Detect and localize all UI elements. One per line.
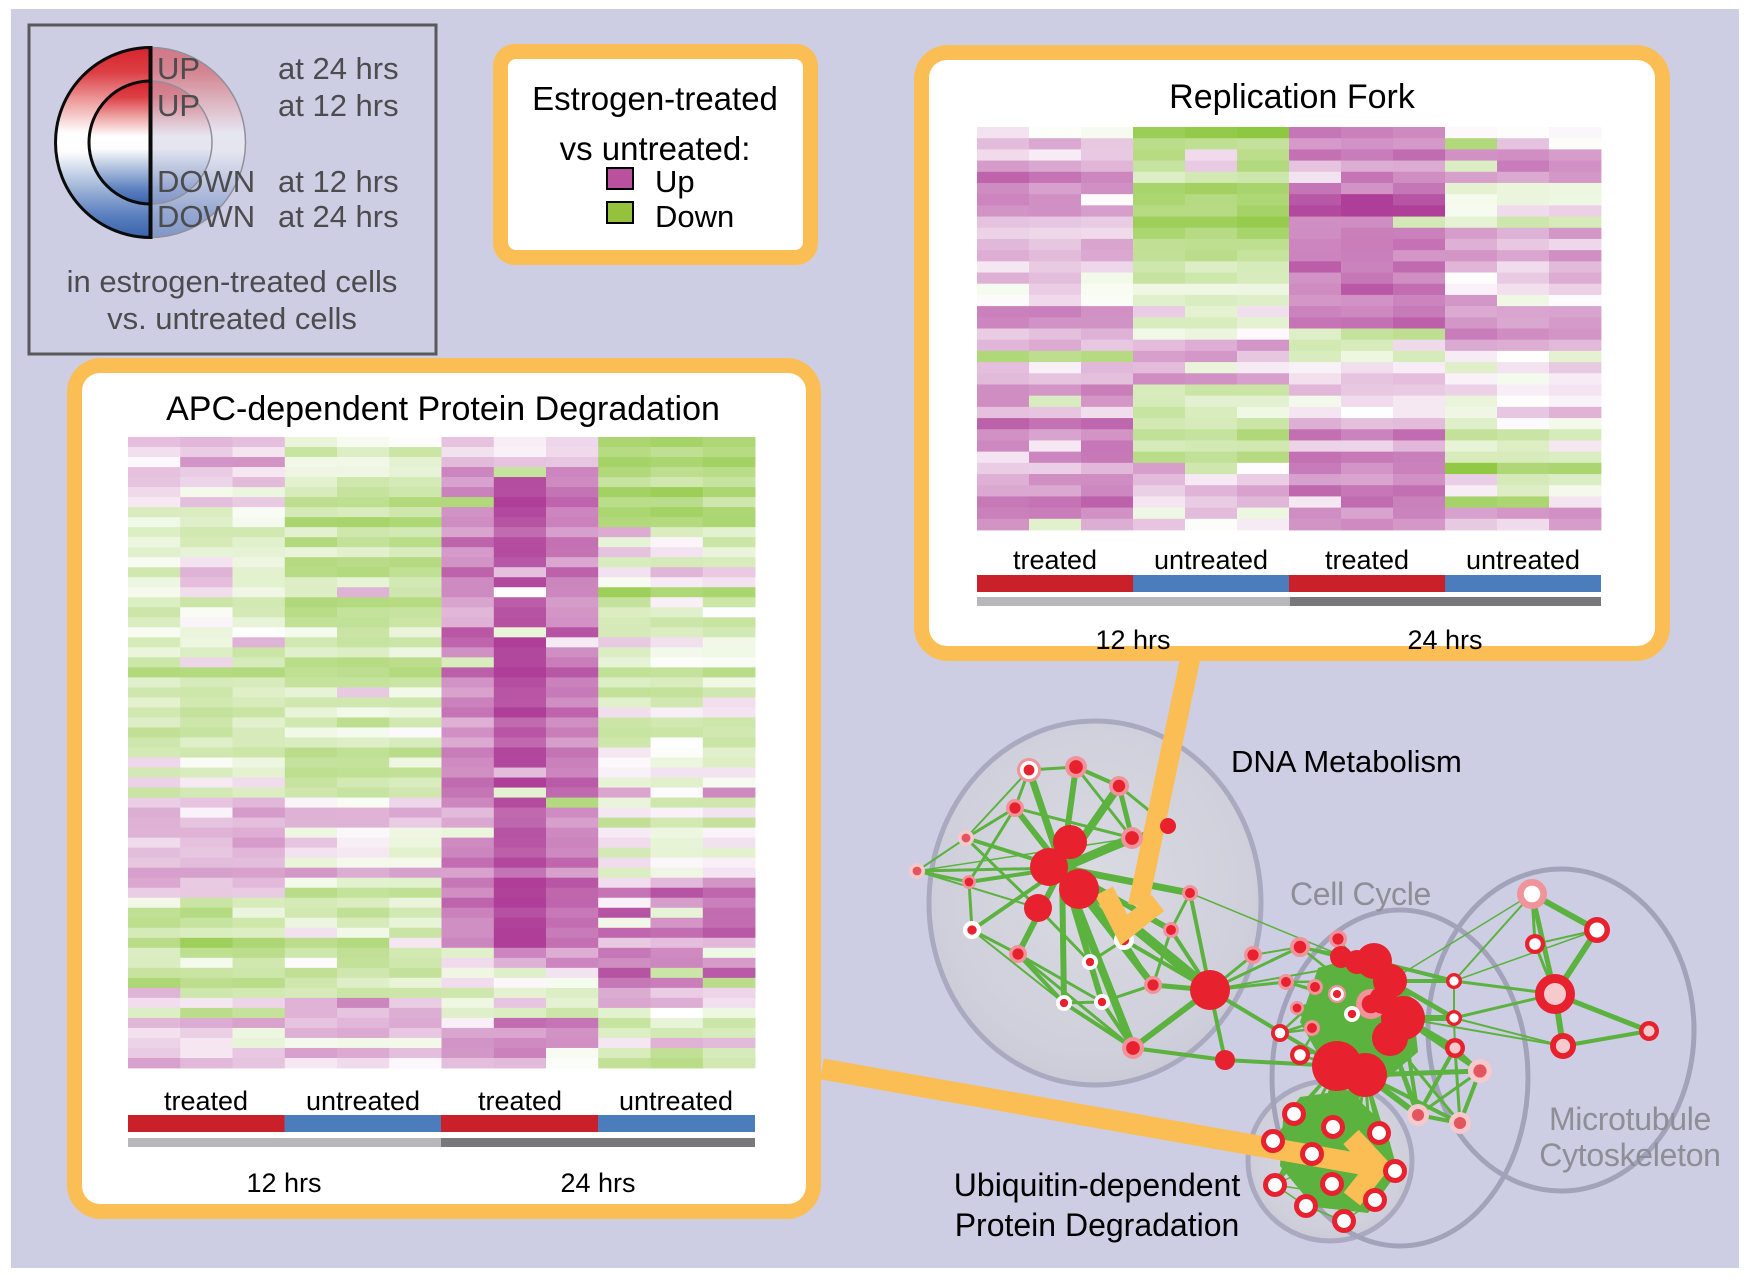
svg-text:treated: treated	[164, 1086, 248, 1116]
svg-text:untreated: untreated	[1466, 545, 1580, 575]
svg-text:Cytoskeleton: Cytoskeleton	[1539, 1137, 1720, 1173]
svg-text:vs untreated:: vs untreated:	[560, 130, 751, 167]
svg-text:treated: treated	[1013, 545, 1097, 575]
svg-text:Microtubule: Microtubule	[1549, 1101, 1711, 1137]
svg-text:Up: Up	[655, 164, 695, 199]
svg-text:Protein Degradation: Protein Degradation	[955, 1207, 1240, 1243]
svg-text:DNA Metabolism: DNA Metabolism	[1231, 744, 1462, 779]
svg-text:Replication Fork: Replication Fork	[1169, 78, 1416, 116]
svg-text:at 24 hrs: at 24 hrs	[278, 199, 399, 234]
svg-text:DOWN: DOWN	[157, 164, 255, 199]
svg-text:at 24 hrs: at 24 hrs	[278, 51, 399, 86]
svg-text:Cell Cycle: Cell Cycle	[1290, 876, 1431, 912]
svg-text:DOWN: DOWN	[157, 199, 255, 234]
svg-text:UP: UP	[157, 51, 200, 86]
svg-text:24 hrs: 24 hrs	[1407, 625, 1482, 655]
svg-text:vs. untreated cells: vs. untreated cells	[107, 301, 357, 336]
svg-text:untreated: untreated	[619, 1086, 733, 1116]
svg-text:untreated: untreated	[306, 1086, 420, 1116]
svg-text:24 hrs: 24 hrs	[560, 1168, 635, 1198]
svg-text:12 hrs: 12 hrs	[246, 1168, 321, 1198]
svg-text:Down: Down	[655, 199, 734, 234]
svg-text:APC-dependent Protein Degradat: APC-dependent Protein Degradation	[166, 390, 720, 428]
svg-text:UP: UP	[157, 88, 200, 123]
svg-text:12 hrs: 12 hrs	[1095, 625, 1170, 655]
svg-text:at 12 hrs: at 12 hrs	[278, 88, 399, 123]
svg-text:treated: treated	[1325, 545, 1409, 575]
svg-text:Estrogen-treated: Estrogen-treated	[532, 80, 778, 117]
svg-text:Ubiquitin-dependent: Ubiquitin-dependent	[954, 1167, 1241, 1203]
svg-text:in estrogen-treated cells: in estrogen-treated cells	[67, 264, 398, 299]
svg-text:at 12 hrs: at 12 hrs	[278, 164, 399, 199]
svg-text:untreated: untreated	[1154, 545, 1268, 575]
svg-text:treated: treated	[478, 1086, 562, 1116]
